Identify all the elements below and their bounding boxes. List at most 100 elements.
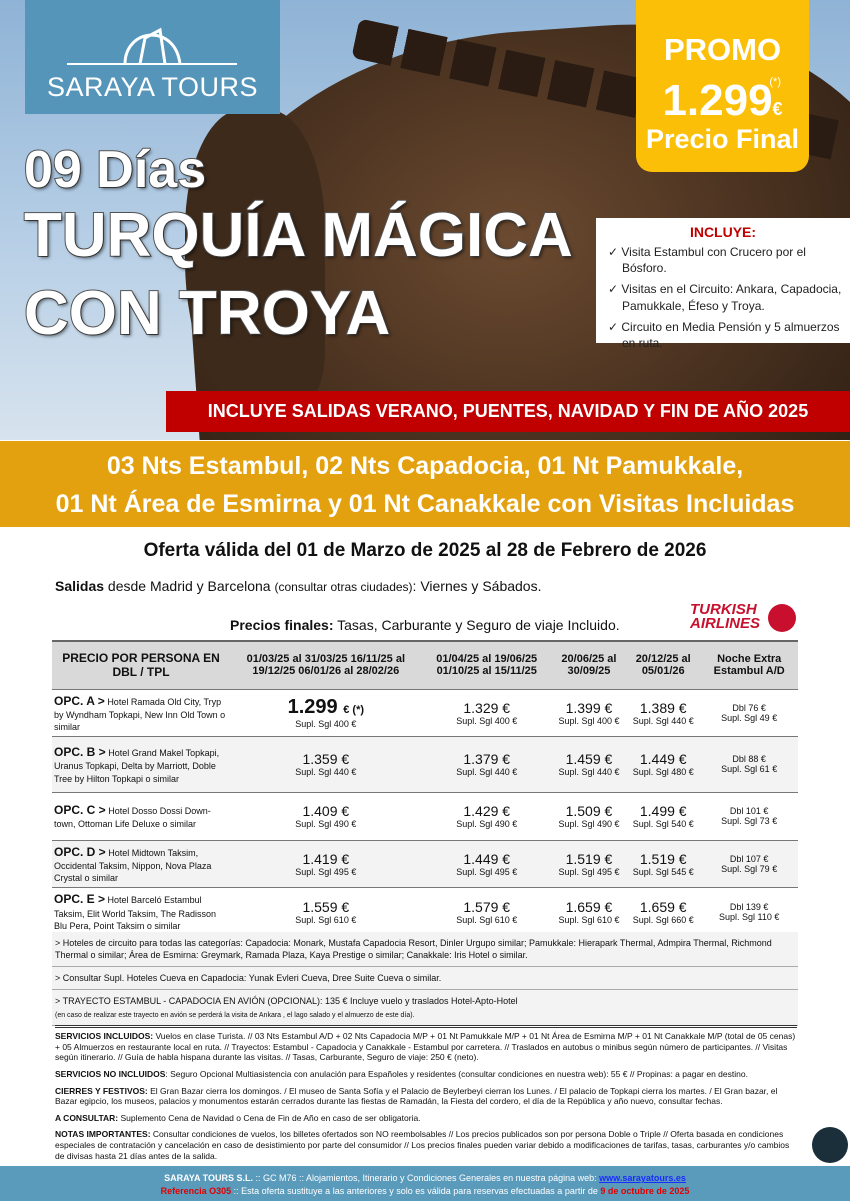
price-cell: 1.329 € Supl. Sgl 400 € xyxy=(421,688,552,737)
single-supplement: Supl. Sgl 540 € xyxy=(632,819,694,830)
note-cave-hotels: > Consultar Supl. Hoteles Cueva en Capad… xyxy=(52,967,798,991)
price-cell: 1.399 € Supl. Sgl 400 € xyxy=(551,688,627,737)
footer: SARAYA TOURS S.L. :: GC M76 :: Alojamien… xyxy=(0,1166,850,1201)
prices-note-text: Tasas, Carburante y Seguro de viaje Incl… xyxy=(333,617,620,633)
website-link[interactable]: www.sarayatours.es xyxy=(599,1173,686,1183)
table-row: OPC. A > Hotel Ramada Old City, Tryp by … xyxy=(52,688,798,737)
extra-night-cell: Dbl 76 € Supl. Sgl 49 € xyxy=(700,688,798,737)
price-cell: 1.379 € Supl. Sgl 440 € xyxy=(421,735,552,793)
price-table: PRECIO POR PERSONA EN DBL / TPL 01/03/25 … xyxy=(52,640,798,935)
single-supplement: Supl. Sgl 440 € xyxy=(456,767,518,778)
price-value: 1.519 € xyxy=(628,851,698,867)
price-cell: 1.519 € Supl. Sgl 495 € xyxy=(551,839,627,888)
includes-item: ✓ Visitas en el Circuito: Ankara, Capado… xyxy=(608,282,842,313)
price-cell: 1.429 € Supl. Sgl 490 € xyxy=(421,791,552,841)
chat-widget-button[interactable] xyxy=(812,1127,848,1163)
includes-item: ✓ Visita Estambul con Crucero por el Bós… xyxy=(608,245,806,276)
duration-title: 09 Días xyxy=(23,140,207,200)
note-flight-option: > TRAYECTO ESTAMBUL - CAPADOCIA EN AVIÓN… xyxy=(52,990,798,1026)
price-value: 1.449 € xyxy=(424,851,550,867)
price-value: 1.299 € (*) xyxy=(232,696,420,719)
single-supplement: Supl. Sgl 440 € xyxy=(632,715,694,726)
nights-line1: 03 Nts Estambul, 02 Nts Capadocia, 01 Nt… xyxy=(106,452,744,480)
extra-night-sgl: Supl. Sgl 49 € xyxy=(721,712,778,723)
service-text: El Gran Bazar cierra los domingos. / El … xyxy=(55,1085,778,1107)
table-header: 01/04/25 al 19/06/25 01/10/25 al 15/11/2… xyxy=(421,640,552,689)
price-cell: 1.449 € Supl. Sgl 480 € xyxy=(626,735,701,793)
extra-night-cell: Dbl 88 € Supl. Sgl 61 € xyxy=(700,735,798,793)
price-amount: 1.499 € xyxy=(639,803,687,820)
price-value: 1.659 € xyxy=(628,899,698,915)
single-supplement: Supl. Sgl 400 € xyxy=(558,715,620,726)
price-value: 1.499 € xyxy=(628,803,698,819)
departures-days: : Viernes y Sábados. xyxy=(412,578,542,594)
prices-note-label: Precios finales: xyxy=(230,617,334,633)
departures-label: Salidas xyxy=(55,578,105,594)
single-supplement: Supl. Sgl 490 € xyxy=(456,819,518,830)
option-hotels: Hotel Ramada Old City, Tryp by Wyndham T… xyxy=(54,696,226,732)
single-supplement: Supl. Sgl 480 € xyxy=(632,767,694,778)
footer-company: SARAYA TOURS S.L. xyxy=(164,1173,253,1183)
service-label: SERVICIOS INCLUIDOS: xyxy=(55,1031,154,1041)
price-amount: 1.429 € xyxy=(463,803,511,820)
option-hotels: Hotel Barceló Estambul Taksim, Elit Worl… xyxy=(54,895,217,931)
airline-bird-icon xyxy=(768,604,796,632)
single-supplement: Supl. Sgl 495 € xyxy=(558,867,620,878)
services-section: SERVICIOS INCLUIDOS: Vuelos en clase Tur… xyxy=(55,1025,797,1167)
extra-night-dbl: Dbl 76 € xyxy=(732,702,766,713)
price-cell: 1.499 € Supl. Sgl 540 € xyxy=(626,791,701,841)
promo-final-label: Precio Final xyxy=(645,124,800,154)
service-paragraph: CIERRES Y FESTIVOS: El Gran Bazar cierra… xyxy=(55,1086,797,1107)
departures-info: Salidas desde Madrid y Barcelona (consul… xyxy=(55,578,541,594)
single-supplement: Supl. Sgl 660 € xyxy=(632,914,694,925)
service-label: A CONSULTAR: xyxy=(55,1112,119,1123)
airline-line1: TURKISH xyxy=(690,601,757,618)
price-amount: 1.409 € xyxy=(302,803,350,820)
footer-date: 9 de octubre de 2025 xyxy=(600,1186,690,1196)
horse-head xyxy=(185,110,325,410)
price-value: 1.459 € xyxy=(554,751,624,767)
extra-night-sgl: Supl. Sgl 110 € xyxy=(718,911,780,922)
prices-note: Precios finales: Tasas, Carburante y Seg… xyxy=(230,617,620,633)
option-label: OPC. C > xyxy=(54,803,106,818)
single-supplement: Supl. Sgl 490 € xyxy=(295,819,357,830)
single-supplement: Supl. Sgl 495 € xyxy=(295,867,357,878)
service-label: CIERRES Y FESTIVOS: xyxy=(55,1085,148,1096)
price-cell: 1.419 € Supl. Sgl 495 € xyxy=(230,839,422,888)
table-header: Noche Extra Estambul A/D xyxy=(700,640,798,689)
promo-price: 1.299€ xyxy=(636,76,809,126)
footer-reference: Referencia O305 xyxy=(160,1186,232,1196)
hotel-option: OPC. A > Hotel Ramada Old City, Tryp by … xyxy=(52,688,230,737)
price-cell: 1.299 € (*) Supl. Sgl 400 € xyxy=(230,688,422,737)
price-value: 1.659 € xyxy=(554,899,624,915)
footer-text2: :: Esta oferta sustituye a las anteriore… xyxy=(231,1186,601,1196)
footer-text1: :: GC M76 :: Alojamientos, Itinerario y … xyxy=(252,1173,600,1183)
extra-night-sgl: Supl. Sgl 73 € xyxy=(721,816,778,827)
single-supplement: Supl. Sgl 495 € xyxy=(456,867,518,878)
brand-logo[interactable]: SARAYA TOURS xyxy=(25,0,280,114)
service-paragraph: A CONSULTAR: Suplemento Cena de Navidad … xyxy=(55,1113,797,1124)
price-value: 1.519 € xyxy=(554,851,624,867)
service-label: NOTAS IMPORTANTES: xyxy=(55,1129,151,1140)
single-supplement: Supl. Sgl 545 € xyxy=(632,867,694,878)
note-circuit-hotels: > Hoteles de circuito para todas las cat… xyxy=(52,932,798,968)
extra-night-dbl: Dbl 101 € xyxy=(729,806,769,817)
hotel-option: OPC. D > Hotel Midtown Taksim, Occidenta… xyxy=(52,839,230,888)
single-supplement: Supl. Sgl 610 € xyxy=(456,914,518,925)
price-cell: 1.509 € Supl. Sgl 490 € xyxy=(551,791,627,841)
price-value: 1.509 € xyxy=(554,803,624,819)
extra-night-cell: Dbl 107 € Supl. Sgl 79 € xyxy=(700,839,798,888)
service-text: Vuelos en clase Turista. // 03 Nts Estam… xyxy=(55,1031,796,1063)
extra-night-sgl: Supl. Sgl 61 € xyxy=(721,764,778,775)
table-row: OPC. C > Hotel Dosso Dossi Down-town, Ot… xyxy=(52,791,798,841)
departures-note: (consultar otras ciudades) xyxy=(274,580,413,594)
price-amount: 1.559 € xyxy=(302,898,350,915)
airline-line2: AIRLINES xyxy=(690,615,761,632)
extra-night-cell: Dbl 139 € Supl. Sgl 110 € xyxy=(700,887,798,935)
departures-banner: INCLUYE SALIDAS VERANO, PUENTES, NAVIDAD… xyxy=(166,391,850,432)
service-label: SERVICIOS NO INCLUIDOS xyxy=(55,1068,166,1079)
brand-name: SARAYA TOURS xyxy=(46,72,259,102)
price-amount: 1.659 € xyxy=(565,898,613,915)
service-paragraph: SERVICIOS INCLUIDOS: Vuelos en clase Tur… xyxy=(55,1031,797,1063)
extra-night-dbl: Dbl 107 € xyxy=(729,854,769,865)
